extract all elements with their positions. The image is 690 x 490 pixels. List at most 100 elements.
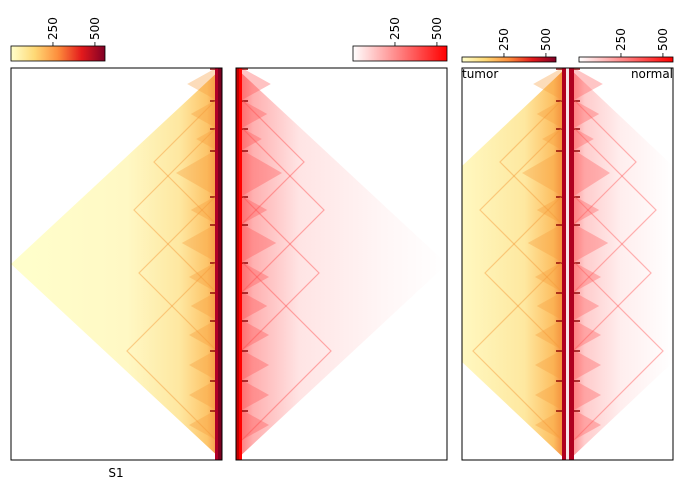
p1-marks-boundary-5 <box>210 224 216 226</box>
p1-marks-domain-6 <box>189 262 216 292</box>
p3-marks-boundary-8 <box>574 320 580 322</box>
p2-marks-domain-3 <box>242 150 282 196</box>
colorbar-panel2-tick-label-250: 250 <box>388 17 402 40</box>
p3-marks-domain-7 <box>574 292 600 320</box>
p3-marks-domain-9 <box>574 350 601 380</box>
p3-marks-domain-9 <box>535 350 562 380</box>
p3-marks-large-domain-0 <box>573 127 657 293</box>
colorbar-tumor: 250 500 <box>461 28 557 63</box>
p1-marks-boundary-11 <box>210 410 216 412</box>
contact-triangle-panel2 <box>236 68 447 460</box>
colorbar-s1: 250 500 <box>10 17 106 62</box>
p2-marks-boundary-2 <box>242 128 248 130</box>
colorbar-tumor-tick-label-250: 250 <box>497 28 511 51</box>
colorbar-panel2-tick-label-500: 500 <box>430 17 444 40</box>
p1-marks-large-domain-1 <box>138 195 217 351</box>
p3-marks-boundary-5 <box>556 224 562 226</box>
p3-marks-large-domain-0 <box>479 127 563 293</box>
p1-marks-boundary-9 <box>210 350 216 352</box>
p1-marks-domain-11 <box>189 410 216 440</box>
p3-marks-boundary-4 <box>556 196 562 198</box>
p3-marks-boundary-11 <box>574 410 580 412</box>
contact-triangle-s1 <box>11 68 222 460</box>
p3-marks-domain-10 <box>574 380 601 410</box>
p3-marks-domain-5 <box>527 224 562 262</box>
p2-marks-boundary-6 <box>242 262 248 264</box>
p3-marks-domain-11 <box>535 410 562 440</box>
p3-marks-large-domain-2 <box>472 261 563 441</box>
p2-marks-domain-6 <box>242 262 269 292</box>
p3-marks-boundary-0 <box>574 68 580 70</box>
p1-marks-boundary-3 <box>210 150 216 152</box>
p2-marks-boundary-1 <box>242 100 248 102</box>
colorbar-normal-tick-label-250: 250 <box>614 28 628 51</box>
p3-marks-boundary-8 <box>556 320 562 322</box>
p3-marks-boundary-7 <box>574 292 580 294</box>
p3-marks-boundary-6 <box>574 262 580 264</box>
p3-marks-boundary-9 <box>574 350 580 352</box>
p3-marks-boundary-5 <box>574 224 580 226</box>
p3-marks-domain-1 <box>536 100 562 128</box>
p3-marks-boundary-1 <box>574 100 580 102</box>
p2-marks-boundary-8 <box>242 320 248 322</box>
p1-marks-domain-5 <box>181 224 216 262</box>
colorbar-s1-tick-label-500: 500 <box>88 17 102 40</box>
p2-marks-boundary-7 <box>242 292 248 294</box>
p1-marks-domain-4 <box>190 196 216 224</box>
p3-marks-large-domain-1 <box>484 195 563 351</box>
p2-marks-large-domain-3 <box>241 99 305 225</box>
p3-marks-domain-3 <box>574 150 610 196</box>
p1-marks-domain-9 <box>189 350 216 380</box>
p3-marks-domain-8 <box>574 320 601 350</box>
p3-marks-domain-0 <box>533 68 562 100</box>
p3-marks-domain-10 <box>535 380 562 410</box>
p2-marks-domain-0 <box>242 68 271 100</box>
p2-marks-large-domain-0 <box>241 127 325 293</box>
p3-marks-boundary-3 <box>556 150 562 152</box>
colorbar-normal-tick-label-500: 500 <box>656 28 670 51</box>
heatmap-panel-s1 <box>11 68 222 460</box>
p2-marks-domain-4 <box>242 196 268 224</box>
p3-marks-domain-7 <box>536 292 562 320</box>
p3-marks-domain-1 <box>574 100 600 128</box>
p2-marks-boundary-3 <box>242 150 248 152</box>
legend-label-tumor: tumor <box>462 67 498 81</box>
p2-marks-domain-2 <box>242 128 262 150</box>
p1-marks-large-domain-0 <box>133 127 217 293</box>
p1-marks-large-domain-3 <box>153 99 217 225</box>
p2-marks-boundary-10 <box>242 380 248 382</box>
p2-marks-boundary-11 <box>242 410 248 412</box>
p2-marks-boundary-0 <box>242 68 248 70</box>
p1-marks-boundary-7 <box>210 292 216 294</box>
p3-marks-boundary-10 <box>556 380 562 382</box>
p3-marks-domain-4 <box>574 196 600 224</box>
p1-marks-boundary-1 <box>210 100 216 102</box>
p1-marks-large-domain-2 <box>126 261 217 441</box>
p1-marks-domain-2 <box>196 128 216 150</box>
contact-triangle-tumor <box>462 68 566 460</box>
p1-marks-domain-1 <box>190 100 216 128</box>
p3-marks-domain-2 <box>574 128 594 150</box>
p1-marks-domain-3 <box>176 150 216 196</box>
p3-marks-large-domain-3 <box>499 99 563 225</box>
p3-marks-boundary-11 <box>556 410 562 412</box>
legend-label-normal: normal <box>631 67 673 81</box>
p1-marks-boundary-0 <box>210 68 216 70</box>
p3-marks-domain-8 <box>535 320 562 350</box>
p3-marks-domain-11 <box>574 410 601 440</box>
p3-marks-boundary-9 <box>556 350 562 352</box>
p3-marks-boundary-4 <box>574 196 580 198</box>
p3-marks-domain-5 <box>574 224 609 262</box>
p3-marks-boundary-3 <box>574 150 580 152</box>
p2-marks-domain-9 <box>242 350 269 380</box>
p2-marks-domain-11 <box>242 410 269 440</box>
p3-marks-boundary-10 <box>574 380 580 382</box>
colorbar-tumor-tick-label-500: 500 <box>539 28 553 51</box>
p3-marks-domain-2 <box>542 128 562 150</box>
p3-marks-domain-6 <box>574 262 601 292</box>
p2-marks-boundary-5 <box>242 224 248 226</box>
p1-marks-domain-8 <box>189 320 216 350</box>
p1-marks-boundary-8 <box>210 320 216 322</box>
xlabel-s1: S1 <box>108 466 123 480</box>
